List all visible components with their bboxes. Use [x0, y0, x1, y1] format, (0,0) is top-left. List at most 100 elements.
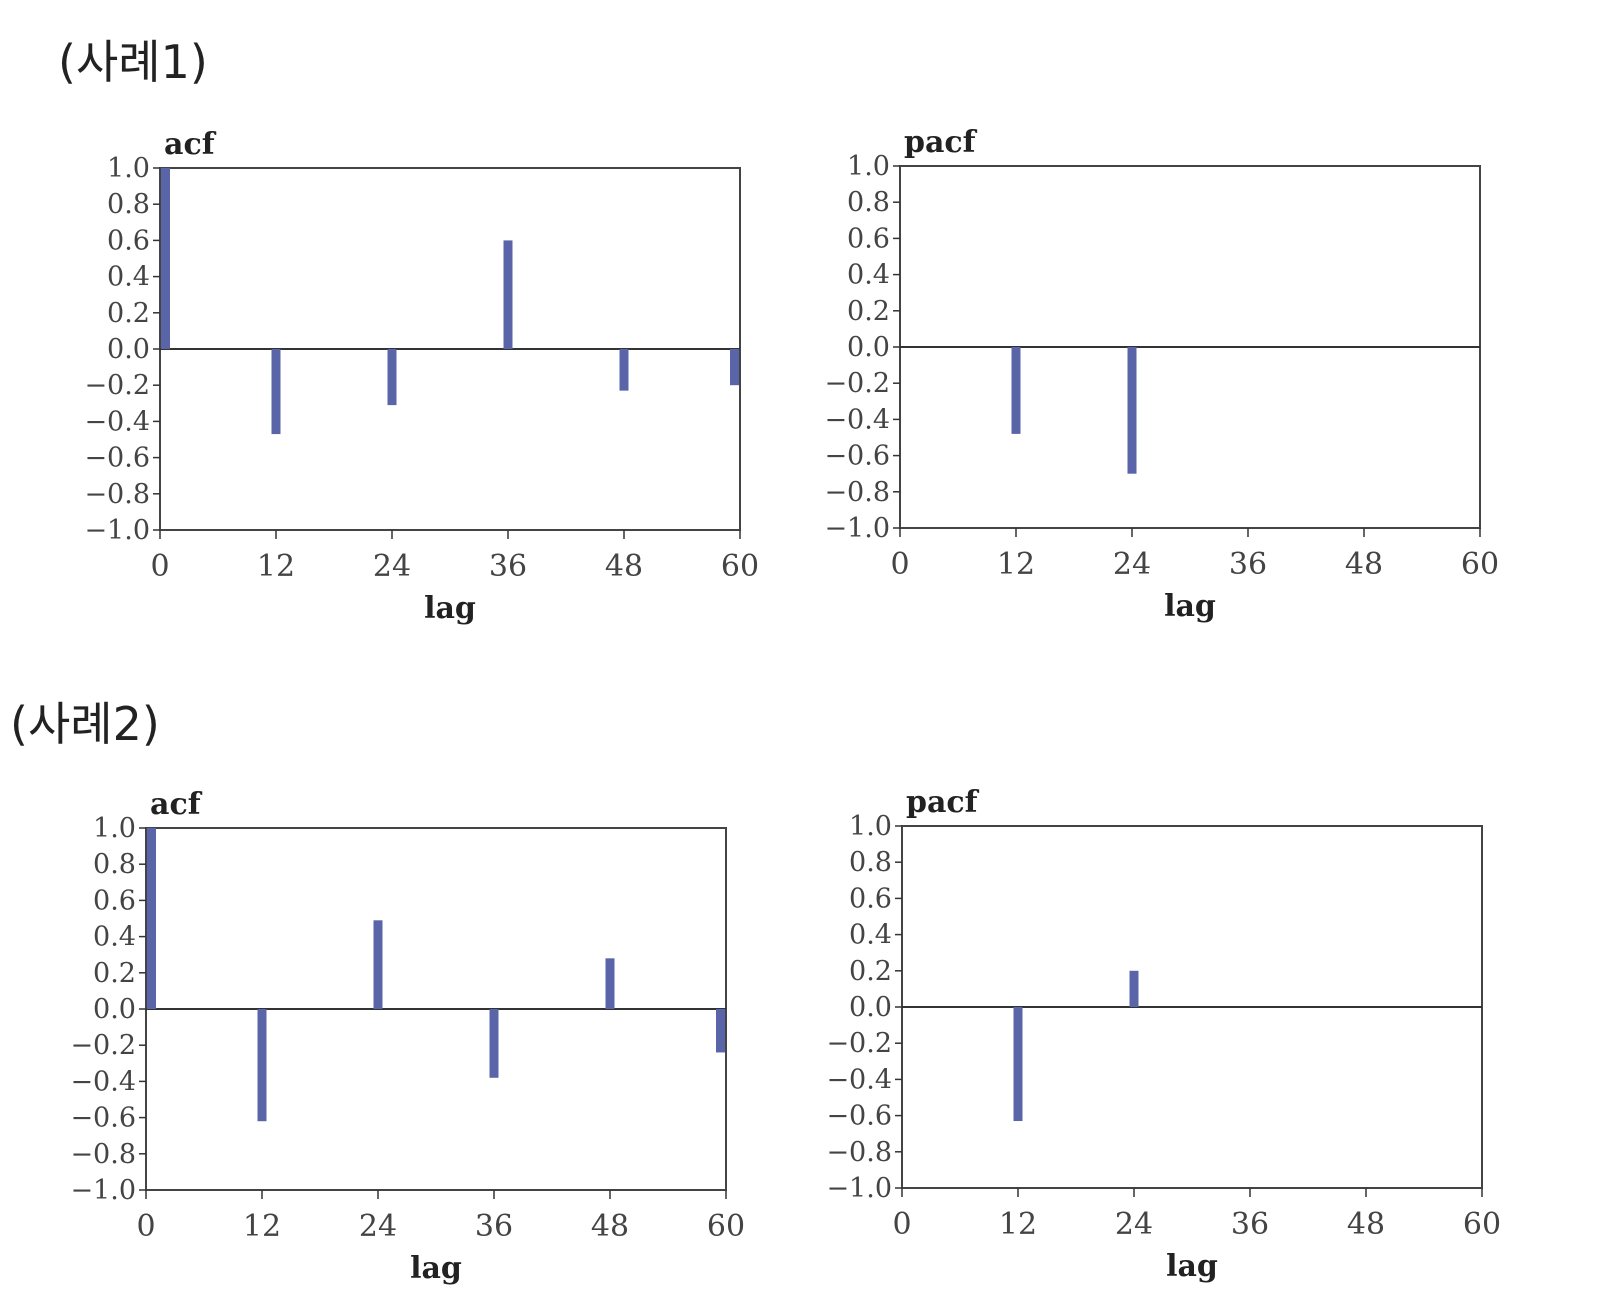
chart-case2-acf: acf 1.0 0.8 0.6 0.4 0.2 0.0 −0.2 −0.4 −0.6 −0.8 −1.…: [46, 778, 766, 1302]
x-tick-label: 12: [243, 1209, 281, 1244]
y-tick-label: 0.6: [849, 883, 892, 914]
bar-lag-24: [387, 349, 397, 406]
x-tick-label: 0: [890, 547, 909, 582]
y-tick-label: −0.8: [824, 477, 890, 508]
x-tick-label: 0: [892, 1207, 911, 1242]
bar-lag-0: [147, 828, 156, 1009]
chart-svg: pacf 1.0 0.8 0.6 0.4 0.2 0.0 −0.2 −0.4 −0.6 −0.8 −1…: [826, 785, 1501, 1284]
y-tick-label: −0.6: [70, 1103, 136, 1134]
bar-lag-48: [605, 958, 615, 1009]
y-tick-label: 0.4: [107, 262, 150, 293]
bar-lag-36: [489, 1009, 499, 1078]
y-tick-label: 0.8: [847, 187, 890, 218]
x-tick-label: 24: [359, 1209, 397, 1244]
x-axis-label: lag: [424, 591, 476, 626]
bar-lag-48: [619, 349, 629, 391]
bar-lag-36: [503, 240, 513, 349]
y-tick-label: −0.6: [826, 1101, 892, 1132]
x-tick-label: 12: [257, 549, 295, 584]
bar-lag-12: [1011, 347, 1021, 434]
bar-lag-24: [1129, 970, 1139, 1007]
y-tick-label: 0.8: [107, 189, 150, 220]
x-tick-label: 36: [1229, 547, 1267, 582]
y-tick-label: 0.2: [107, 298, 150, 329]
y-tick-label: −0.6: [824, 441, 890, 472]
x-tick-label: 48: [591, 1209, 629, 1244]
x-tick-label: 48: [1345, 547, 1383, 582]
y-tick-label: 0.0: [847, 332, 890, 363]
x-axis-label: lag: [1164, 589, 1216, 624]
chart-title: pacf: [904, 125, 978, 160]
chart-svg: pacf 1.0 0.8 0.6 0.4 0.2 0.0 −0.2 −0.4 −0.6 −0.8 −1…: [824, 125, 1499, 624]
y-tick-label: 0.8: [93, 849, 136, 880]
chart-case1-acf: acf 1.0 0.8 0.6 0.4 0.2 0.0 −0.2 −0.4 −0.6 −0.8 −1.…: [60, 118, 780, 642]
x-tick-label: 36: [1231, 1207, 1269, 1242]
y-tick-label: 0.0: [107, 334, 150, 365]
x-tick-label: 48: [1347, 1207, 1385, 1242]
x-tick-label: 36: [475, 1209, 513, 1244]
y-tick-label: 0.4: [93, 922, 136, 953]
x-tick-label: 0: [136, 1209, 155, 1244]
y-tick-label: 0.6: [847, 223, 890, 254]
chart-title: pacf: [906, 785, 980, 820]
bar-lag-60: [730, 349, 739, 386]
y-tick-label: 0.4: [849, 920, 892, 951]
bar-lag-24: [1127, 347, 1137, 474]
x-tick-label: 12: [999, 1207, 1037, 1242]
y-tick-label: −1.0: [826, 1173, 892, 1204]
x-tick-label: 36: [489, 549, 527, 584]
y-tick-label: −0.6: [84, 443, 150, 474]
y-tick-label: 0.4: [847, 260, 890, 291]
x-tick-label: 60: [1461, 547, 1499, 582]
y-tick-label: −1.0: [84, 515, 150, 546]
y-tick-label: 1.0: [847, 151, 890, 182]
y-tick-label: −0.4: [70, 1066, 136, 1097]
y-tick-label: −0.8: [826, 1137, 892, 1168]
y-tick-label: −1.0: [70, 1175, 136, 1206]
bar-lag-12: [271, 349, 281, 435]
x-tick-label: 60: [1463, 1207, 1501, 1242]
bar-lag-0: [161, 168, 170, 349]
chart-svg: acf 1.0 0.8 0.6 0.4 0.2 0.0 −0.2 −0.4 −0.6 −0.8 −1.…: [84, 127, 759, 626]
x-axis-label: lag: [1166, 1249, 1218, 1284]
y-tick-label: 1.0: [849, 811, 892, 842]
x-tick-label: 24: [1113, 547, 1151, 582]
y-tick-label: 0.0: [849, 992, 892, 1023]
y-tick-label: −0.2: [824, 368, 890, 399]
x-axis-label: lag: [410, 1251, 462, 1286]
y-tick-label: −0.2: [826, 1028, 892, 1059]
y-tick-label: 0.2: [93, 958, 136, 989]
y-tick-label: −0.8: [84, 479, 150, 510]
chart-title: acf: [150, 787, 203, 822]
x-tick-label: 12: [997, 547, 1035, 582]
y-tick-label: −0.4: [826, 1064, 892, 1095]
y-tick-label: −0.2: [70, 1030, 136, 1061]
case2-title: (사례2): [10, 697, 160, 751]
chart-case2-pacf: pacf 1.0 0.8 0.6 0.4 0.2 0.0 −0.2 −0.4 −0.6 −0.8 −1…: [802, 776, 1522, 1300]
x-tick-label: 60: [721, 549, 759, 584]
y-tick-label: −0.2: [84, 370, 150, 401]
chart-case1-pacf: pacf 1.0 0.8 0.6 0.4 0.2 0.0 −0.2 −0.4 −0.6 −0.8 −1…: [800, 116, 1520, 640]
y-tick-label: 1.0: [107, 153, 150, 184]
y-tick-label: 0.6: [107, 225, 150, 256]
y-tick-label: 1.0: [93, 813, 136, 844]
bar-lag-12: [257, 1009, 267, 1122]
y-tick-label: 0.2: [849, 956, 892, 987]
y-tick-label: 0.6: [93, 885, 136, 916]
y-tick-label: 0.2: [847, 296, 890, 327]
case1-title: (사례1): [58, 35, 208, 89]
x-tick-label: 0: [150, 549, 169, 584]
chart-svg: acf 1.0 0.8 0.6 0.4 0.2 0.0 −0.2 −0.4 −0.6 −0.8 −1.…: [70, 787, 745, 1286]
chart-title: acf: [164, 127, 217, 162]
x-tick-label: 60: [707, 1209, 745, 1244]
bar-lag-60: [716, 1009, 725, 1053]
x-tick-label: 24: [373, 549, 411, 584]
y-tick-label: 0.8: [849, 847, 892, 878]
bar-lag-12: [1013, 1007, 1023, 1122]
x-tick-label: 48: [605, 549, 643, 584]
y-tick-label: −0.4: [824, 404, 890, 435]
y-tick-label: −0.8: [70, 1139, 136, 1170]
y-tick-label: −1.0: [824, 513, 890, 544]
bar-lag-24: [373, 920, 383, 1009]
x-tick-label: 24: [1115, 1207, 1153, 1242]
